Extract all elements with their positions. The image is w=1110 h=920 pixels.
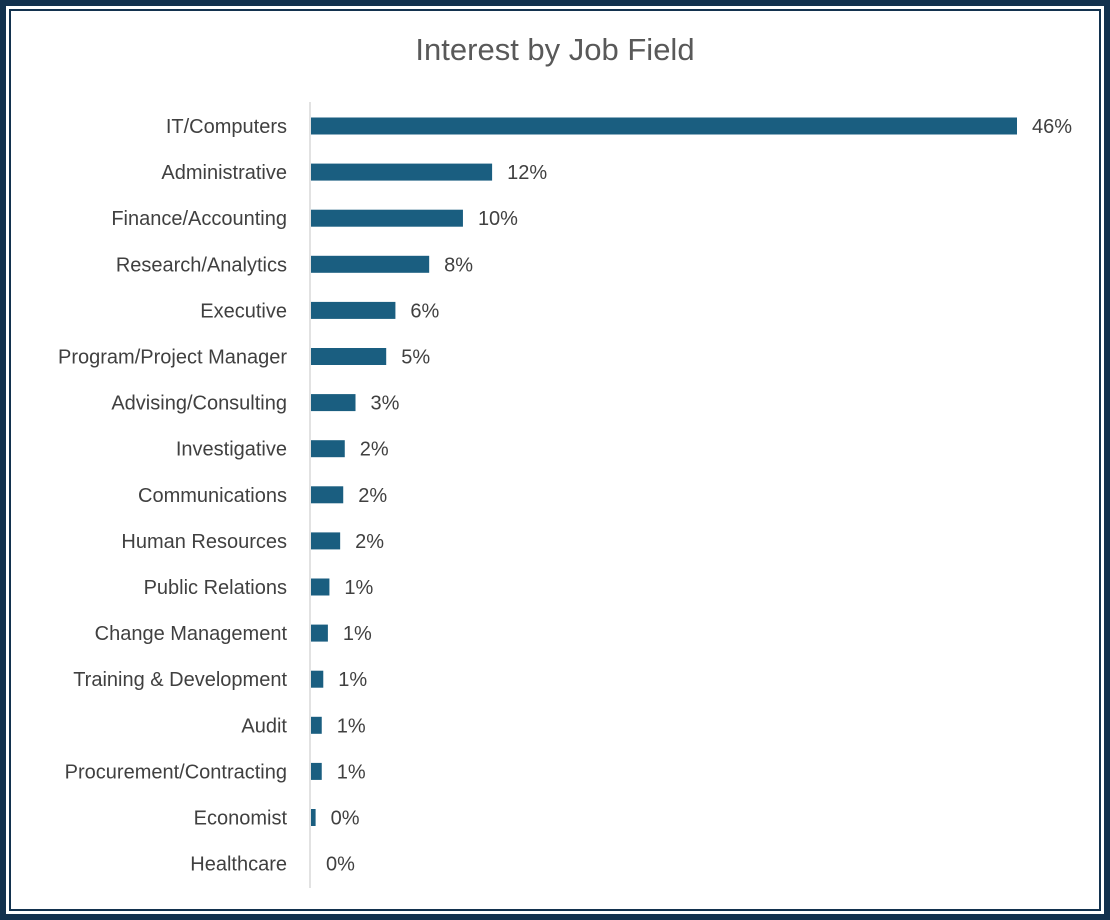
value-label-change-management: 1% [343,623,372,645]
category-label-change-management: Change Management [95,623,288,645]
value-label-program-project-manager: 5% [401,347,430,369]
value-label-administrative: 12% [507,162,547,184]
value-label-economist: 0% [331,808,360,830]
bar-finance-accounting [311,209,463,227]
bar-research-analytics [311,255,430,273]
category-labels-group: IT/Computers Administrative Finance/Accoun… [58,116,287,876]
bar-investigative [311,440,345,458]
bar-executive [311,301,396,319]
chart-title: Interest by Job Field [415,32,694,67]
value-label-research-analytics: 8% [444,254,473,276]
category-label-audit: Audit [241,715,287,737]
value-label-human-resources: 2% [355,531,384,553]
chart-frame-inner-border [9,9,1101,911]
category-label-finance-accounting: Finance/Accounting [111,208,287,230]
category-label-advising-consulting: Advising/Consulting [111,393,287,415]
value-label-procurement-contracting: 1% [337,761,366,783]
value-label-finance-accounting: 10% [478,208,518,230]
bars-group [311,117,1017,826]
bar-administrative [311,163,493,181]
category-label-human-resources: Human Resources [121,531,287,553]
bar-human-resources [311,532,341,550]
value-label-public-relations: 1% [344,577,373,599]
bar-advising-consulting [311,394,356,412]
category-label-research-analytics: Research/Analytics [116,254,287,276]
category-label-program-project-manager: Program/Project Manager [58,347,287,369]
value-label-advising-consulting: 3% [371,393,400,415]
category-label-procurement-contracting: Procurement/Contracting [65,761,287,783]
category-label-public-relations: Public Relations [144,577,287,599]
bar-training-development [311,670,324,688]
value-labels-group: 46% 12% 10% 8% 6% 5% 3% 2% 2% 2% 1% 1% 1% 1% 1% 0% 0% [326,116,1072,876]
value-label-healthcare: 0% [326,854,355,876]
value-label-investigative: 2% [360,439,389,461]
bar-audit [311,716,322,734]
value-label-executive: 6% [410,300,439,322]
bar-it-computers [311,117,1017,135]
category-label-executive: Executive [200,300,287,322]
bar-communications [311,486,344,504]
category-label-economist: Economist [194,808,288,830]
category-label-healthcare: Healthcare [190,854,287,876]
category-label-investigative: Investigative [176,439,287,461]
value-label-audit: 1% [337,715,366,737]
category-label-communications: Communications [138,485,287,507]
bar-change-management [311,624,328,642]
bar-program-project-manager [311,348,387,365]
bar-public-relations [311,578,330,596]
value-label-it-computers: 46% [1032,116,1072,138]
bar-economist [311,809,316,826]
category-label-administrative: Administrative [161,162,287,184]
value-label-communications: 2% [358,485,387,507]
bar-procurement-contracting [311,762,322,780]
category-label-training-development: Training & Development [73,669,287,691]
category-label-it-computers: IT/Computers [166,116,287,138]
value-label-training-development: 1% [338,669,367,691]
